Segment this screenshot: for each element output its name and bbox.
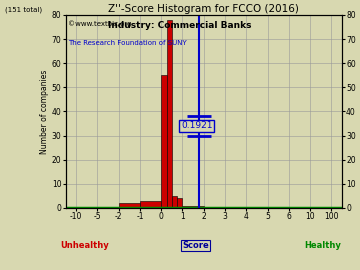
Bar — [167, 20, 172, 208]
Text: The Research Foundation of SUNY: The Research Foundation of SUNY — [68, 40, 187, 46]
Title: Z''-Score Histogram for FCCO (2016): Z''-Score Histogram for FCCO (2016) — [108, 4, 299, 14]
Bar — [183, 205, 204, 208]
Y-axis label: Number of companies: Number of companies — [40, 69, 49, 154]
Text: Industry: Commercial Banks: Industry: Commercial Banks — [108, 21, 252, 30]
Text: ©www.textbiz.org: ©www.textbiz.org — [68, 21, 132, 28]
Text: Healthy: Healthy — [304, 241, 341, 250]
Text: (151 total): (151 total) — [5, 6, 42, 13]
Bar — [172, 196, 177, 208]
Bar — [161, 75, 167, 208]
Text: Unhealthy: Unhealthy — [60, 241, 109, 250]
Text: 0.1921: 0.1921 — [181, 122, 212, 130]
Bar — [140, 201, 161, 208]
Bar — [177, 198, 183, 208]
Bar — [119, 203, 140, 208]
Text: Score: Score — [182, 241, 209, 250]
